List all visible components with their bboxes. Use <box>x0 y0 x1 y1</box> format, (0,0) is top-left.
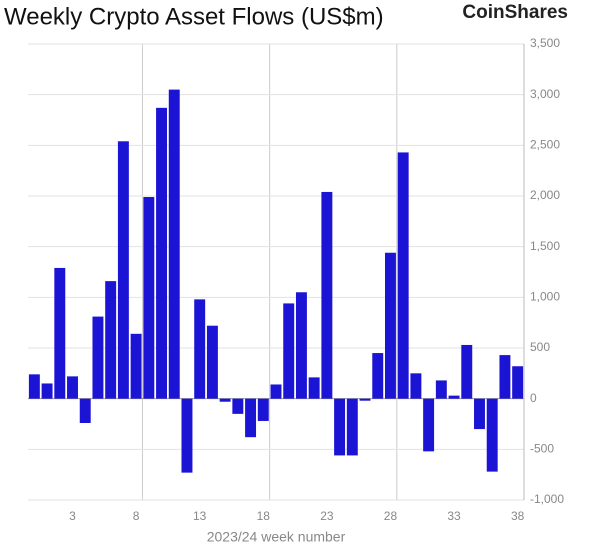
bar <box>410 373 422 399</box>
bar <box>117 141 129 399</box>
bar <box>67 376 78 399</box>
bar <box>308 377 320 399</box>
bar <box>346 398 358 456</box>
y-tick-label: 3,000 <box>530 87 560 101</box>
bar <box>219 398 231 402</box>
y-tick-label: 1,000 <box>530 290 560 304</box>
bar <box>270 384 282 399</box>
bar <box>435 380 447 399</box>
bar <box>194 299 206 399</box>
y-tick-label: 2,000 <box>530 188 560 202</box>
y-tick-label: -1,000 <box>530 492 564 506</box>
bar <box>105 281 117 399</box>
y-tick-label: 2,500 <box>530 138 560 152</box>
chart-title: Weekly Crypto Asset Flows (US$m) <box>4 3 384 30</box>
x-tick-label: 33 <box>447 509 461 523</box>
bar <box>486 398 498 472</box>
bar <box>206 325 218 399</box>
x-tick-label: 38 <box>511 509 525 523</box>
x-tick-label: 3 <box>69 509 76 523</box>
bar <box>143 197 155 399</box>
bar <box>321 191 333 399</box>
bar <box>372 353 384 399</box>
y-tick-label: 0 <box>530 391 537 405</box>
x-tick-label: 13 <box>193 509 207 523</box>
bar <box>28 374 40 399</box>
bar <box>295 292 307 399</box>
bar <box>334 398 346 456</box>
bar <box>232 398 244 414</box>
bar <box>512 366 524 399</box>
y-tick-label: 1,500 <box>530 239 560 253</box>
bar <box>79 398 91 423</box>
x-axis-label: 2023/24 week number <box>207 529 346 545</box>
y-tick-label: 3,500 <box>530 36 560 50</box>
bar <box>54 267 66 399</box>
bar <box>41 383 53 399</box>
bar <box>448 395 460 399</box>
bar <box>92 316 104 399</box>
bar <box>397 152 409 399</box>
bar <box>283 303 295 399</box>
x-tick-label: 8 <box>133 509 140 523</box>
bar <box>474 398 485 430</box>
bar <box>130 333 142 399</box>
bar <box>257 398 269 421</box>
bar <box>156 107 168 399</box>
bar <box>499 355 511 399</box>
bar <box>181 398 193 473</box>
bar <box>245 398 257 438</box>
bar <box>359 398 371 401</box>
x-tick-label: 28 <box>384 509 398 523</box>
bar <box>168 89 180 399</box>
y-tick-label: 500 <box>530 340 550 354</box>
x-tick-label: 23 <box>320 509 334 523</box>
bar <box>384 252 396 399</box>
bar <box>461 344 473 399</box>
y-tick-label: -500 <box>530 442 554 456</box>
brand-logo: CoinShares <box>462 2 568 23</box>
bar <box>423 398 435 452</box>
x-tick-label: 18 <box>257 509 271 523</box>
